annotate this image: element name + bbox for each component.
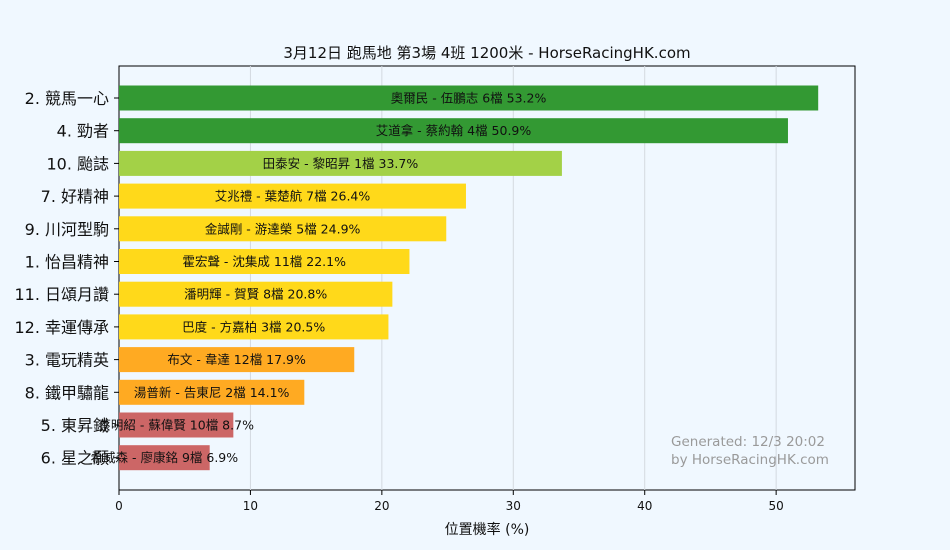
- bar-label: 潘明輝 - 賀賢 8檔 20.8%: [184, 287, 327, 302]
- y-tick-label: 5. 東昇鉞: [41, 416, 109, 435]
- y-tick-label: 12. 幸運傳承: [14, 318, 109, 337]
- x-tick-label: 30: [506, 499, 521, 513]
- y-tick-label: 2. 競馬一心: [25, 89, 109, 108]
- x-axis-label: 位置機率 (%): [445, 521, 530, 538]
- y-tick-label: 11. 日頌月讚: [14, 285, 109, 304]
- bar-label: 巴度 - 方嘉柏 3檔 20.5%: [182, 319, 325, 334]
- bar-label: 布文 - 韋達 12檔 17.9%: [167, 352, 306, 367]
- x-tick-labels: 0 10 20 30 40 50: [115, 490, 784, 513]
- bar: [119, 118, 788, 144]
- bar-label: 蔡明紹 - 蘇偉賢 10檔 8.7%: [98, 418, 254, 433]
- bar-label: 湯普新 - 告東尼 2檔 14.1%: [134, 385, 290, 400]
- bar-label: 田泰安 - 黎昭昇 1檔 33.7%: [263, 156, 419, 171]
- bar-label: 奧爾民 - 伍鵬志 6檔 53.2%: [391, 91, 547, 106]
- bar-label: 艾兆禮 - 葉楚航 7檔 26.4%: [215, 189, 371, 204]
- x-tick-label: 10: [243, 499, 258, 513]
- bar: [119, 183, 466, 209]
- y-tick-label: 3. 電玩精英: [25, 351, 109, 370]
- bar: [119, 281, 393, 307]
- bar: [119, 412, 234, 438]
- y-tick-labels: 2. 競馬一心 4. 勁者 10. 颱誌 7. 好精神 9. 川河型駒 1. 怡昌精神 11…: [14, 89, 119, 468]
- y-tick-label: 10. 颱誌: [46, 154, 109, 173]
- x-tick-label: 40: [637, 499, 652, 513]
- bar: [119, 150, 562, 176]
- chart-title: 3月12日 跑馬地 第3場 4班 1200米 - HorseRacingHK.c…: [283, 44, 690, 62]
- y-tick-label: 4. 勁者: [57, 122, 109, 141]
- y-tick-label: 7. 好精神: [41, 187, 109, 206]
- bar: [119, 379, 305, 405]
- y-tick-label: 1. 怡昌精神: [25, 253, 109, 272]
- bar-label: 金誠剛 - 游達榮 5檔 24.9%: [205, 221, 361, 236]
- y-tick-label: 9. 川河型駒: [25, 220, 109, 239]
- bars-group: [119, 85, 819, 471]
- x-tick-label: 50: [769, 499, 784, 513]
- watermark-generated: Generated: 12/3 20:02: [671, 434, 825, 450]
- bar: [119, 216, 447, 242]
- x-tick-label: 0: [115, 499, 123, 513]
- bar-label: 霍宏聲 - 沈集成 11檔 22.1%: [182, 254, 346, 269]
- y-tick-label: 6. 星之願: [41, 449, 109, 468]
- bar-labels-group: 奧爾民 - 伍鵬志 6檔 53.2% 艾道拿 - 蔡約翰 4檔 50.9% 田泰安 …: [91, 91, 547, 466]
- x-tick-label: 20: [374, 499, 389, 513]
- y-tick-label: 8. 鐵甲驌龍: [25, 383, 109, 402]
- bar: [119, 347, 355, 373]
- watermark-site: by HorseRacingHK.com: [671, 452, 829, 468]
- bar: [119, 314, 389, 340]
- bar: [119, 249, 410, 274]
- bar: [119, 445, 210, 471]
- bar: [119, 85, 819, 111]
- bar-label: 希威森 - 廖康銘 9檔 6.9%: [91, 450, 239, 465]
- bar-label: 艾道拿 - 蔡約翰 4檔 50.9%: [376, 123, 532, 138]
